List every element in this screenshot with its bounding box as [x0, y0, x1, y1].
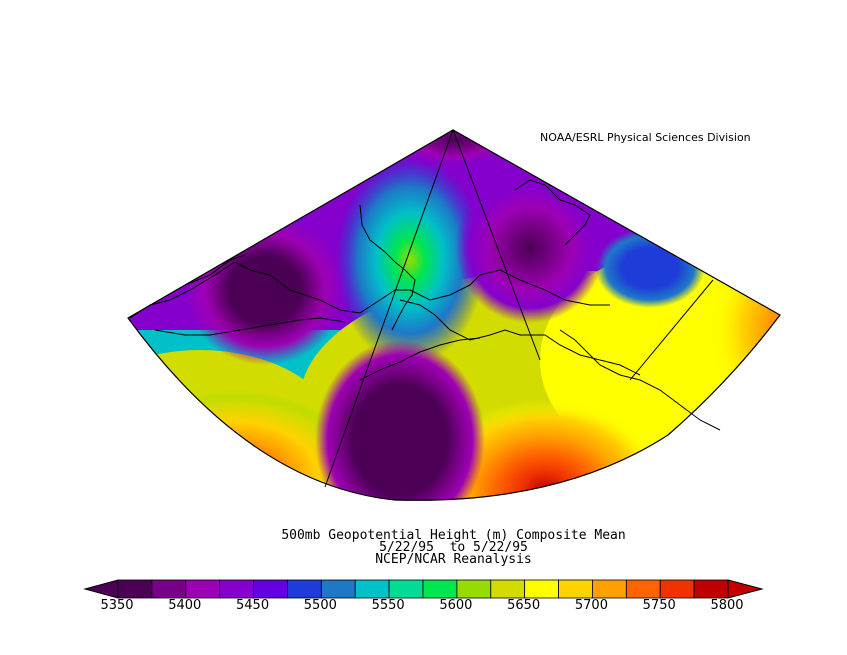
colorbar-swatch — [592, 579, 627, 599]
colorbar-swatch — [693, 579, 729, 599]
colorbar-swatch — [659, 579, 695, 599]
colorbar-arrow-low — [83, 579, 119, 599]
colorbar-label: 5600 — [439, 598, 473, 613]
title-line-3: NCEP/NCAR Reanalysis — [375, 552, 532, 567]
colorbar-swatch — [625, 579, 661, 599]
meridian-east — [629, 279, 714, 381]
colorbar-label: 5500 — [303, 598, 337, 613]
colorbar-arrow-high — [727, 579, 764, 599]
low-pole — [385, 130, 525, 170]
colorbar-swatch — [287, 579, 322, 599]
colorbar-swatch — [219, 579, 254, 599]
coastline-kamchatka — [184, 254, 246, 286]
colorbar-label: 5800 — [710, 598, 744, 613]
colorbar-labels: 5350 5400 5450 5500 5550 5600 5650 5700 5750 5800 — [0, 598, 847, 614]
colorbar-swatch — [151, 579, 187, 599]
low-south — [315, 340, 485, 501]
coastline-gulf-alaska — [399, 299, 641, 376]
coastline-bering — [359, 204, 416, 331]
colorbar — [83, 579, 764, 599]
colorbar-swatch — [354, 579, 390, 599]
high-east — [710, 230, 780, 430]
colorbar-label: 5350 — [100, 598, 134, 613]
colorbar-label: 5550 — [371, 598, 405, 613]
colorbar-label: 5650 — [507, 598, 541, 613]
map-boundary — [127, 129, 781, 501]
colorbar-swatch — [456, 579, 492, 599]
trough-east — [595, 228, 705, 308]
colorbar-swatch — [422, 579, 458, 599]
low-north — [455, 173, 605, 323]
colorbar-swatch — [388, 579, 424, 599]
ridge-north — [335, 155, 485, 365]
coastline-arctic-islands — [514, 179, 591, 246]
colorbar-swatch — [253, 579, 288, 599]
colorbar-swatch — [524, 579, 559, 599]
colorbar-swatch — [117, 579, 153, 599]
coastline-siberia-south — [154, 317, 346, 336]
colorbar-swatch — [185, 579, 221, 599]
map-lines — [127, 129, 781, 501]
low-west — [185, 215, 345, 365]
coastline-siberia — [129, 261, 501, 319]
credit-label: NOAA/ESRL Physical Sciences Division — [540, 131, 751, 144]
colorbar-swatch — [558, 579, 593, 599]
colorbar-label: 5700 — [574, 598, 608, 613]
contour-field — [128, 130, 780, 501]
colorbar-label: 5750 — [642, 598, 676, 613]
figure-title: 500mb Geopotential Height (m) Composite … — [0, 528, 847, 567]
title-line-2: 5/22/95 to 5/22/95 — [379, 540, 528, 555]
colorbar-swatch — [490, 579, 526, 599]
coastline-aleutians — [359, 337, 481, 381]
colorbar-label: 5450 — [236, 598, 270, 613]
colorbar-swatch — [320, 579, 356, 599]
coastline-canada-west — [559, 329, 721, 431]
title-line-1: 500mb Geopotential Height (m) Composite … — [281, 528, 626, 543]
meridian-west — [324, 129, 454, 488]
meridian-central — [452, 129, 541, 361]
coastline-north-alaska — [499, 269, 610, 306]
colorbar-label: 5400 — [168, 598, 202, 613]
